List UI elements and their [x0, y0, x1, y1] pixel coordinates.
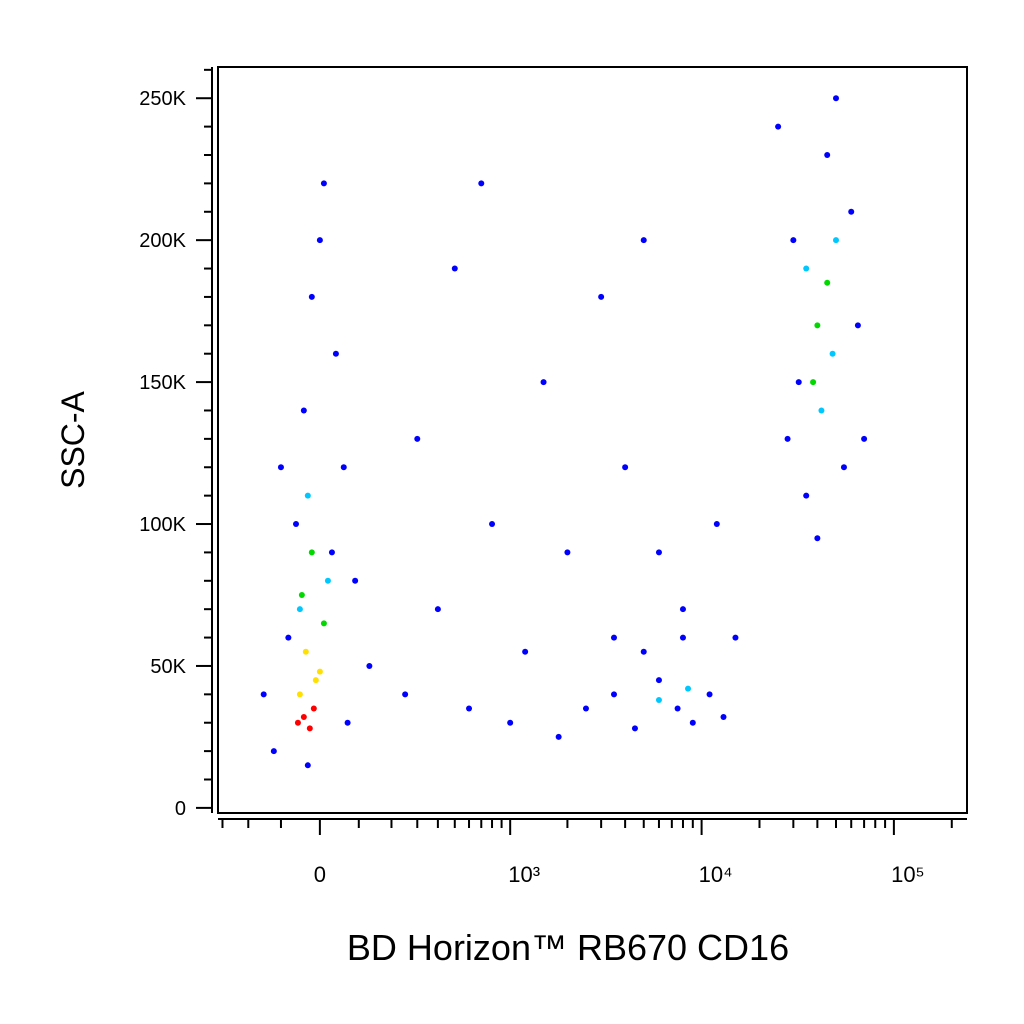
event-dot	[320, 180, 327, 187]
event-dot	[775, 123, 782, 130]
event-dot	[640, 648, 647, 655]
event-dot	[522, 648, 529, 655]
event-dot	[631, 725, 638, 732]
x-axis-label: BD Horizon™ RB670 CD16	[347, 927, 789, 968]
event-dot	[332, 350, 339, 357]
event-dot	[795, 379, 802, 386]
event-dot	[640, 237, 647, 244]
event-dot	[706, 691, 713, 698]
event-dot	[324, 577, 331, 584]
event-dot	[861, 435, 868, 442]
event-dot	[679, 634, 686, 641]
event-dot	[316, 668, 323, 675]
event-dot	[582, 705, 589, 712]
x-tick-label: 10³	[508, 862, 540, 887]
event-dot	[308, 293, 315, 300]
event-dot	[564, 549, 571, 556]
event-dot	[507, 719, 514, 726]
event-dot	[328, 549, 335, 556]
event-dot	[270, 748, 277, 755]
event-dot	[814, 535, 821, 542]
x-tick-label: 10⁵	[891, 862, 925, 887]
event-dot	[344, 719, 351, 726]
event-dot	[622, 464, 629, 471]
event-dot	[720, 714, 727, 721]
event-dot	[829, 350, 836, 357]
event-dot	[540, 379, 547, 386]
event-dot	[296, 606, 303, 613]
event-dot	[414, 435, 421, 442]
event-dot	[655, 549, 662, 556]
event-dot	[366, 662, 373, 669]
event-dot	[302, 648, 309, 655]
event-dot	[312, 677, 319, 684]
event-dot	[598, 293, 605, 300]
y-tick-label: 50K	[150, 656, 186, 678]
event-dot	[260, 691, 267, 698]
event-dot	[824, 151, 831, 158]
event-dot	[810, 379, 817, 386]
event-dot	[833, 237, 840, 244]
event-dot	[340, 464, 347, 471]
event-dot	[293, 521, 300, 528]
event-dot	[790, 237, 797, 244]
event-dot	[555, 733, 562, 740]
event-dot	[833, 95, 840, 102]
event-dot	[685, 685, 692, 692]
event-dot	[310, 705, 317, 712]
plot-frame	[217, 66, 968, 814]
event-dot	[466, 705, 473, 712]
event-dot	[655, 697, 662, 704]
event-dot	[689, 719, 696, 726]
event-dot	[352, 577, 359, 584]
y-tick-label: 250K	[139, 88, 186, 110]
event-dot	[298, 591, 305, 598]
event-dot	[610, 634, 617, 641]
event-dot	[854, 322, 861, 329]
event-dot	[296, 691, 303, 698]
event-dot	[848, 208, 855, 215]
event-dot	[478, 180, 485, 187]
event-dot	[713, 521, 720, 528]
event-dot	[304, 762, 311, 769]
event-dot	[803, 492, 810, 499]
event-dot	[434, 606, 441, 613]
event-dot	[300, 714, 307, 721]
event-dot	[320, 620, 327, 627]
y-tick-label: 100K	[139, 514, 186, 536]
event-dot	[402, 691, 409, 698]
event-dot	[818, 407, 825, 414]
x-tick-label: 10⁴	[699, 862, 733, 887]
event-dot	[489, 521, 496, 528]
event-dot	[285, 634, 292, 641]
event-dot	[814, 322, 821, 329]
event-dot	[610, 691, 617, 698]
event-dot	[300, 407, 307, 414]
y-tick-label: 200K	[139, 230, 186, 252]
event-dot	[674, 705, 681, 712]
event-dot	[316, 237, 323, 244]
event-dot	[294, 719, 301, 726]
event-dot	[304, 492, 311, 499]
event-dot	[803, 265, 810, 272]
event-dot	[277, 464, 284, 471]
event-dot	[732, 634, 739, 641]
y-axis-label: SSC-A	[55, 390, 91, 488]
event-dot	[840, 464, 847, 471]
x-tick-label: 0	[314, 862, 326, 887]
y-tick-label: 0	[175, 798, 186, 820]
event-dot	[679, 606, 686, 613]
event-dot	[655, 677, 662, 684]
event-dot	[308, 549, 315, 556]
event-dot	[306, 725, 313, 732]
y-tick-label: 150K	[139, 372, 186, 394]
event-dot	[784, 435, 791, 442]
event-dot	[824, 279, 831, 286]
event-dot	[451, 265, 458, 272]
